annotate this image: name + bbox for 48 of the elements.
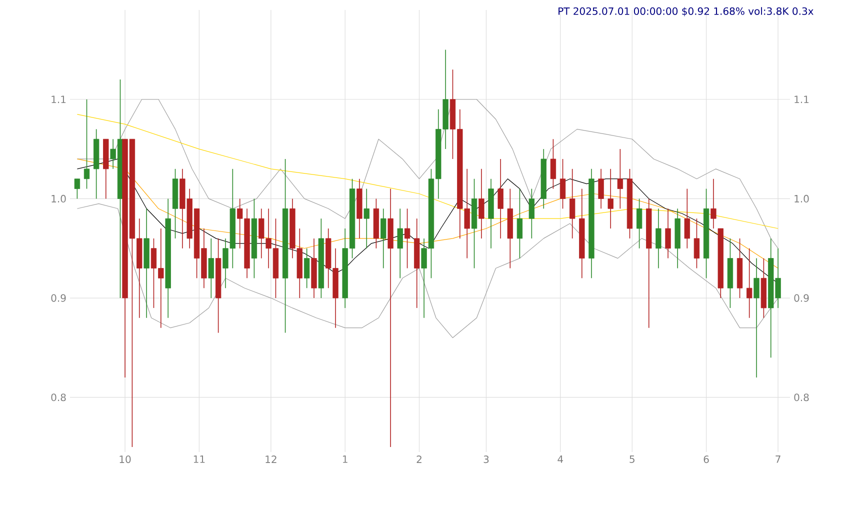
x-tick-label: 2 xyxy=(416,456,422,463)
candlestick xyxy=(404,208,410,269)
x-tick-label: 11 xyxy=(194,456,205,463)
candlestick xyxy=(746,248,752,318)
x-tick-label: 7 xyxy=(776,456,780,463)
candlestick xyxy=(478,168,484,239)
y2-tick-label: 0.8 xyxy=(794,394,809,402)
candlestick xyxy=(84,98,90,190)
y2-tick-label: 1.1 xyxy=(794,96,809,104)
y2-tick-label: 0.9 xyxy=(794,294,809,302)
candlestick xyxy=(608,168,614,229)
x-tick-label: 6 xyxy=(704,456,709,464)
candlestick xyxy=(617,148,624,210)
candlestick xyxy=(364,188,370,249)
candlestick xyxy=(304,248,310,288)
x-tick-label: 3 xyxy=(484,456,489,464)
x-tick-label: 4 xyxy=(558,456,563,463)
y-tick-label: 0.9 xyxy=(51,294,66,302)
candlestick xyxy=(528,188,534,239)
candlestick xyxy=(208,238,214,298)
candlestick xyxy=(380,208,386,269)
candlestick xyxy=(74,178,80,200)
line-series xyxy=(76,114,778,229)
candlestick xyxy=(570,168,576,239)
chart-title: PT 2025.07.01 00:00:00 $0.92 1.68% vol:3.8K 0.3x xyxy=(558,7,814,16)
candlestick xyxy=(684,188,690,249)
candlestick xyxy=(598,168,604,210)
x-tick-label: 12 xyxy=(266,456,276,463)
candlestick xyxy=(656,208,662,269)
candlestick xyxy=(710,178,716,229)
x-tick-label: 1 xyxy=(343,456,348,463)
y-tick-label: 1.0 xyxy=(52,194,66,202)
line-series xyxy=(76,99,778,249)
candlestick xyxy=(665,208,671,259)
candlestick xyxy=(754,258,760,378)
y-tick-label: 1.1 xyxy=(52,96,66,104)
candlestick xyxy=(388,188,394,448)
candlestick xyxy=(498,158,504,239)
x-tick-label: 10 xyxy=(120,456,131,464)
candlestick xyxy=(694,218,700,269)
x-tick-label: 5 xyxy=(630,456,634,463)
y-tick-label: 0.8 xyxy=(51,394,66,402)
candlestick xyxy=(550,138,556,190)
candlestick xyxy=(636,198,642,249)
y2-tick-label: 1.0 xyxy=(794,194,809,202)
candlestick xyxy=(397,208,403,279)
candlestick xyxy=(516,188,523,259)
candlestick xyxy=(560,158,566,210)
